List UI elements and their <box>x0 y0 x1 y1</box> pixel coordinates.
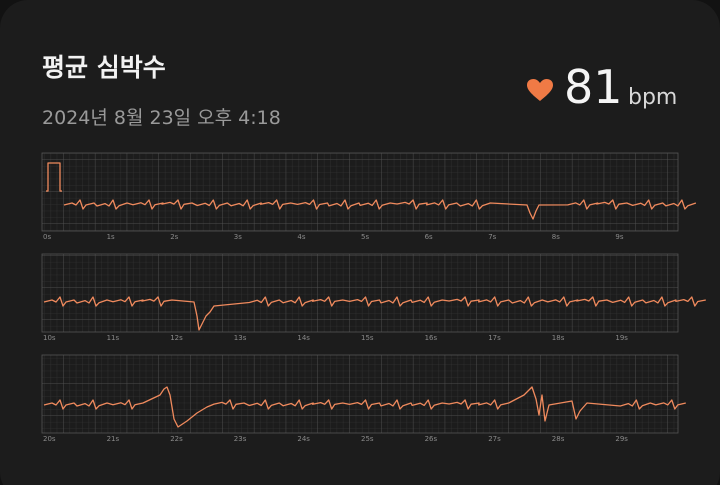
time-label: 2s <box>170 233 178 241</box>
time-label: 28s <box>552 435 565 443</box>
heart-rate-unit: bpm <box>628 85 678 110</box>
time-label: 20s <box>43 435 56 443</box>
time-label: 8s <box>552 233 560 241</box>
ecg-trace <box>43 296 706 331</box>
time-label: 29s <box>615 435 628 443</box>
time-label: 4s <box>297 233 305 241</box>
heart-rate-value: 81 <box>564 60 623 114</box>
time-label: 1s <box>107 233 115 241</box>
time-label: 10s <box>43 334 56 342</box>
timestamp: 2024년 8월 23일 오후 4:18 <box>42 107 281 129</box>
time-label: 18s <box>552 334 565 342</box>
time-label: 23s <box>234 435 247 443</box>
title: 평균 심박수 <box>42 53 166 82</box>
time-label: 25s <box>361 435 374 443</box>
time-label: 7s <box>488 233 496 241</box>
time-label: 15s <box>361 334 374 342</box>
time-label: 12s <box>170 334 183 342</box>
time-label: 24s <box>297 435 310 443</box>
time-label: 0s <box>43 233 51 241</box>
time-label: 21s <box>107 435 120 443</box>
ecg-trace <box>46 162 697 220</box>
time-label: 27s <box>488 435 501 443</box>
time-label: 3s <box>234 233 242 241</box>
ecg-trace <box>43 386 686 428</box>
time-label: 17s <box>488 334 501 342</box>
time-label: 6s <box>425 233 433 241</box>
time-label: 5s <box>361 233 369 241</box>
time-label: 14s <box>297 334 310 342</box>
time-label: 26s <box>425 435 438 443</box>
time-label: 11s <box>107 334 120 342</box>
time-label: 16s <box>425 334 438 342</box>
ecg-grid <box>41 253 679 333</box>
heart-icon <box>527 79 553 101</box>
ecg-grid <box>41 152 679 232</box>
time-label: 13s <box>234 334 247 342</box>
time-label: 22s <box>170 435 183 443</box>
ecg-grid <box>41 354 679 434</box>
time-label: 19s <box>615 334 628 342</box>
time-label: 9s <box>615 233 623 241</box>
